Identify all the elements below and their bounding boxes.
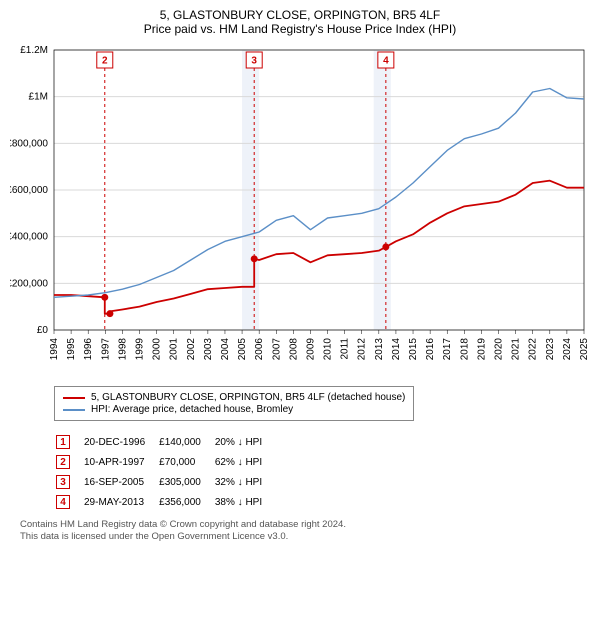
event-price: £356,000 xyxy=(159,493,213,511)
event-price: £305,000 xyxy=(159,473,213,491)
svg-text:£1.2M: £1.2M xyxy=(20,45,48,56)
legend-row: HPI: Average price, detached house, Brom… xyxy=(63,404,405,415)
event-marker: 1 xyxy=(56,435,70,449)
svg-text:2017: 2017 xyxy=(442,338,453,361)
svg-text:2002: 2002 xyxy=(186,338,197,361)
svg-text:2011: 2011 xyxy=(340,338,351,360)
svg-text:£1M: £1M xyxy=(29,92,48,103)
svg-text:2004: 2004 xyxy=(220,338,231,361)
svg-text:£200,000: £200,000 xyxy=(10,278,48,289)
svg-text:2001: 2001 xyxy=(169,338,180,361)
event-delta: 62% ↓ HPI xyxy=(215,453,274,471)
svg-text:2012: 2012 xyxy=(357,338,368,361)
chart-svg: £0 £200,000 £400,000 £600,000 £800,000 £1M £1.… xyxy=(10,40,590,380)
legend-swatch xyxy=(63,409,85,411)
titles: 5, GLASTONBURY CLOSE, ORPINGTON, BR5 4LF… xyxy=(10,8,590,36)
legend-label: HPI: Average price, detached house, Brom… xyxy=(91,404,293,415)
svg-text:2: 2 xyxy=(102,56,108,67)
svg-text:2014: 2014 xyxy=(391,338,402,361)
events-table: 1 20-DEC-1996£140,00020% ↓ HPI 2 10-APR-199… xyxy=(54,431,276,513)
event-row: 2 10-APR-1997£70,00062% ↓ HPI xyxy=(56,453,274,471)
svg-text:1998: 1998 xyxy=(117,338,128,361)
svg-text:2025: 2025 xyxy=(579,338,590,361)
svg-text:2003: 2003 xyxy=(203,338,214,361)
footer-line: This data is licensed under the Open Gov… xyxy=(20,531,590,543)
svg-text:2018: 2018 xyxy=(459,338,470,361)
svg-text:4: 4 xyxy=(383,56,389,67)
svg-text:1994: 1994 xyxy=(49,338,60,361)
svg-text:2019: 2019 xyxy=(476,338,487,361)
svg-text:2013: 2013 xyxy=(374,338,385,361)
event-row: 4 29-MAY-2013£356,00038% ↓ HPI xyxy=(56,493,274,511)
event-marker: 2 xyxy=(56,455,70,469)
svg-text:2008: 2008 xyxy=(288,338,299,361)
event-date: 10-APR-1997 xyxy=(84,453,157,471)
svg-text:1997: 1997 xyxy=(100,338,111,361)
title-address: 5, GLASTONBURY CLOSE, ORPINGTON, BR5 4LF xyxy=(10,8,590,22)
svg-text:2023: 2023 xyxy=(545,338,556,361)
svg-text:2016: 2016 xyxy=(425,338,436,361)
event-marker: 4 xyxy=(56,495,70,509)
legend-swatch xyxy=(63,397,85,399)
svg-text:1995: 1995 xyxy=(66,338,77,361)
svg-text:2007: 2007 xyxy=(271,338,282,361)
event-delta: 20% ↓ HPI xyxy=(215,433,274,451)
footer-line: Contains HM Land Registry data © Crown c… xyxy=(20,519,590,531)
legend-row: 5, GLASTONBURY CLOSE, ORPINGTON, BR5 4LF… xyxy=(63,392,405,403)
event-price: £140,000 xyxy=(159,433,213,451)
event-date: 16-SEP-2005 xyxy=(84,473,157,491)
svg-text:2009: 2009 xyxy=(305,338,316,361)
event-row: 3 16-SEP-2005£305,00032% ↓ HPI xyxy=(56,473,274,491)
event-date: 20-DEC-1996 xyxy=(84,433,157,451)
legend-label: 5, GLASTONBURY CLOSE, ORPINGTON, BR5 4LF… xyxy=(91,392,405,403)
svg-text:2021: 2021 xyxy=(511,338,522,361)
svg-text:£0: £0 xyxy=(37,325,49,336)
legend: 5, GLASTONBURY CLOSE, ORPINGTON, BR5 4LF… xyxy=(54,386,414,421)
event-price: £70,000 xyxy=(159,453,213,471)
event-delta: 38% ↓ HPI xyxy=(215,493,274,511)
svg-text:1996: 1996 xyxy=(83,338,94,361)
chart-container: 5, GLASTONBURY CLOSE, ORPINGTON, BR5 4LF… xyxy=(0,0,600,554)
footer: Contains HM Land Registry data © Crown c… xyxy=(20,519,590,544)
svg-text:2022: 2022 xyxy=(528,338,539,361)
svg-text:3: 3 xyxy=(251,56,257,67)
title-subtitle: Price paid vs. HM Land Registry's House … xyxy=(10,22,590,36)
event-delta: 32% ↓ HPI xyxy=(215,473,274,491)
event-row: 1 20-DEC-1996£140,00020% ↓ HPI xyxy=(56,433,274,451)
svg-text:2020: 2020 xyxy=(494,338,505,361)
svg-text:1999: 1999 xyxy=(134,338,145,361)
svg-text:2024: 2024 xyxy=(562,338,573,361)
event-marker: 3 xyxy=(56,475,70,489)
svg-text:£600,000: £600,000 xyxy=(10,185,48,196)
event-date: 29-MAY-2013 xyxy=(84,493,157,511)
svg-text:2006: 2006 xyxy=(254,338,265,361)
svg-text:£400,000: £400,000 xyxy=(10,232,48,243)
svg-text:2000: 2000 xyxy=(152,338,163,361)
svg-text:£800,000: £800,000 xyxy=(10,138,48,149)
svg-text:2005: 2005 xyxy=(237,338,248,361)
svg-text:2010: 2010 xyxy=(323,338,334,361)
svg-text:2015: 2015 xyxy=(408,338,419,361)
chart: £0 £200,000 £400,000 £600,000 £800,000 £1M £1.… xyxy=(10,40,590,380)
